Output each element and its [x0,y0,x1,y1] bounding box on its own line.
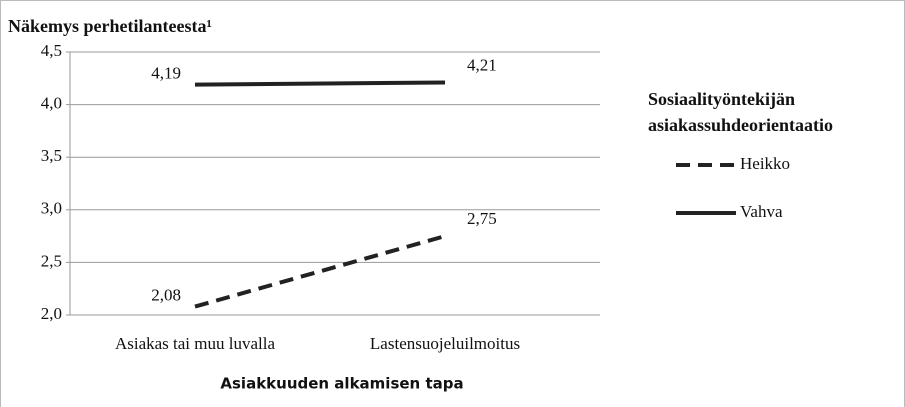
x-tick-label: Lastensuojeluilmoitus [370,334,520,353]
legend-label: Heikko [740,154,790,173]
y-tick-label: 3,0 [41,199,62,218]
y-tick-label: 2,0 [41,304,62,323]
data-label: 2,75 [467,209,497,228]
y-tick-label: 3,5 [41,146,62,165]
data-label: 4,19 [151,64,181,83]
series-line [194,234,446,309]
legend-title: Sosiaalityöntekijän asiakassuhdeorientaa… [648,89,834,135]
legend-label: Vahva [740,202,783,221]
y-tick-label: 4,5 [41,41,62,60]
data-label: 2,08 [151,285,181,304]
x-axis-label: Asiakkuuden alkamisen tapa [220,375,463,393]
y-tick-label: 2,5 [41,251,62,270]
data-label: 4,21 [467,55,497,74]
x-tick-label: Asiakas tai muu luvalla [115,334,276,353]
series-line [194,80,446,87]
chart-title: Näkemys perhetilanteesta¹ [8,16,212,36]
y-tick-label: 4,0 [41,94,62,113]
